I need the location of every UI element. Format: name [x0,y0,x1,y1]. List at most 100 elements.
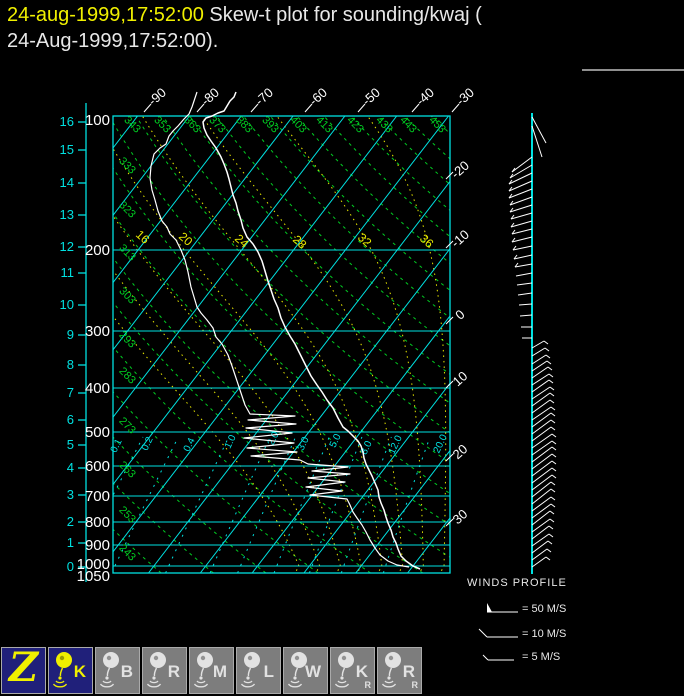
wind-barb [531,518,551,533]
dry-adiabat-line [430,116,450,135]
legend-10ms-label: = 10 M/S [522,628,567,640]
moist-adiabat-label: 16 [133,227,153,247]
wind-barb [531,525,550,540]
wind-barb-tick [550,481,556,486]
isotherm-tick [445,240,454,249]
wind-barb [531,496,552,512]
isotherm-line [113,116,294,351]
wind-barb-tick [550,503,556,508]
isotherm-tick [250,103,259,113]
wind-barb-tick [546,360,552,365]
pressure-label: 600 [85,458,110,475]
toolbar-button-letter: M [212,662,227,681]
toolbar-button-z[interactable]: Z [1,644,46,694]
toolbar-button-r[interactable]: R [142,647,187,694]
wind-barb [531,419,552,435]
wind-barb-tick [511,167,516,173]
wind-barb-tick [547,366,553,371]
mixing-ratio-label: 1.0 [223,433,239,451]
moist-adiabat-label: 28 [290,232,310,252]
toolbar-button-b[interactable]: B [95,647,140,694]
radiosonde-balloon-icon [381,652,401,688]
toolbar-button-k[interactable]: K [48,647,93,694]
title-line1: 24-aug-1999,17:52:00 Skew-t plot for sou… [7,2,482,28]
wind-barb-tick [550,426,556,431]
wind-barb [515,272,533,277]
title-line2: 24-Aug-1999,17:52:00). [7,30,219,52]
wind-barb [531,474,553,491]
dry-adiabat-line [323,116,450,238]
mixing-ratio-line [165,436,230,573]
wind-barb-tick [551,453,557,458]
isotherm-top-label: -50 [359,85,383,109]
wind-barb-tick [544,347,550,352]
wind-barb-tick [549,518,555,523]
wind-barb [531,399,551,414]
wind-barb-tick [549,399,555,404]
isotherm-right-label: 20 [450,441,471,462]
mixing-ratio-label: 5.0 [328,432,344,450]
moist-adiabat-label: 36 [417,231,437,251]
wind-barb-tick [512,245,517,251]
isotherm-line [199,247,450,573]
toolbar-button-m[interactable]: M [189,647,234,694]
dry-adiabat-label: 323 [116,199,137,220]
dry-adiabat-label: 433 [373,114,394,135]
toolbar-button-l[interactable]: L [236,647,281,694]
wind-barb [531,360,548,372]
isotherm-right-label: 30 [450,506,471,527]
height-label: 7 [67,385,74,400]
mixing-ratio-line [209,436,271,573]
isotherm-tick [451,103,460,113]
wind-barb [531,379,550,393]
wind-barb [531,412,552,428]
height-label: 2 [67,514,74,529]
wind-barb [531,440,553,456]
dry-adiabat-line [113,346,371,573]
mixing-ratio-label: 0.2 [140,435,156,453]
dry-adiabat-line [242,116,450,319]
height-label: 9 [67,327,74,342]
radiosonde-balloon-icon [99,652,119,688]
legend-row-10ms: = 10 M/S [474,627,566,641]
radiosonde-balloon-icon [240,652,260,688]
dry-adiabat-line [453,111,684,573]
wind-barb [531,426,552,442]
height-label: 1 [67,535,74,550]
height-label: 6 [67,412,74,427]
radiosonde-balloon-icon [193,652,213,688]
z-glyph: Z [8,644,39,691]
toolbar-button-w[interactable]: W [283,647,328,694]
wind-barb [531,386,551,400]
title-description: Skew-t plot for sounding/kwaj ( [203,4,482,26]
legend-row-50ms: = 50 M/S [474,602,566,616]
mixing-ratio-label: 3.0 [296,435,312,453]
dry-adiabat-label: 453 [426,114,447,135]
wind-barb [531,453,553,470]
wind-barb [531,433,553,449]
wind-barb [531,510,551,526]
title-text: 24-aug-1999,17:52:00 Skew-t plot for sou… [7,2,482,54]
wind-barb [509,204,533,213]
wind-barb-tick [546,548,552,553]
dry-adiabat-line [113,167,450,495]
pressure-label: 900 [85,537,110,554]
pressure-label: 1050 [77,568,110,585]
moist-adiabat-line [367,116,447,573]
pressure-label: 800 [85,514,110,531]
pressure-label: 300 [85,323,110,340]
isotherm-line [113,116,449,553]
dry-adiabat-label: 313 [116,242,137,263]
wind-barb [511,156,533,173]
isotherm-top-label: -70 [252,85,276,109]
radiosonde-balloon-icon [52,652,72,688]
dry-adiabat-label: 333 [116,155,137,176]
wind-barb [516,282,533,286]
wind-barb-tick [548,379,554,384]
wind-barb-tick [513,254,518,260]
wind-barb [513,254,533,260]
wind-barb-tick [549,386,555,391]
height-label: 12 [60,239,74,254]
